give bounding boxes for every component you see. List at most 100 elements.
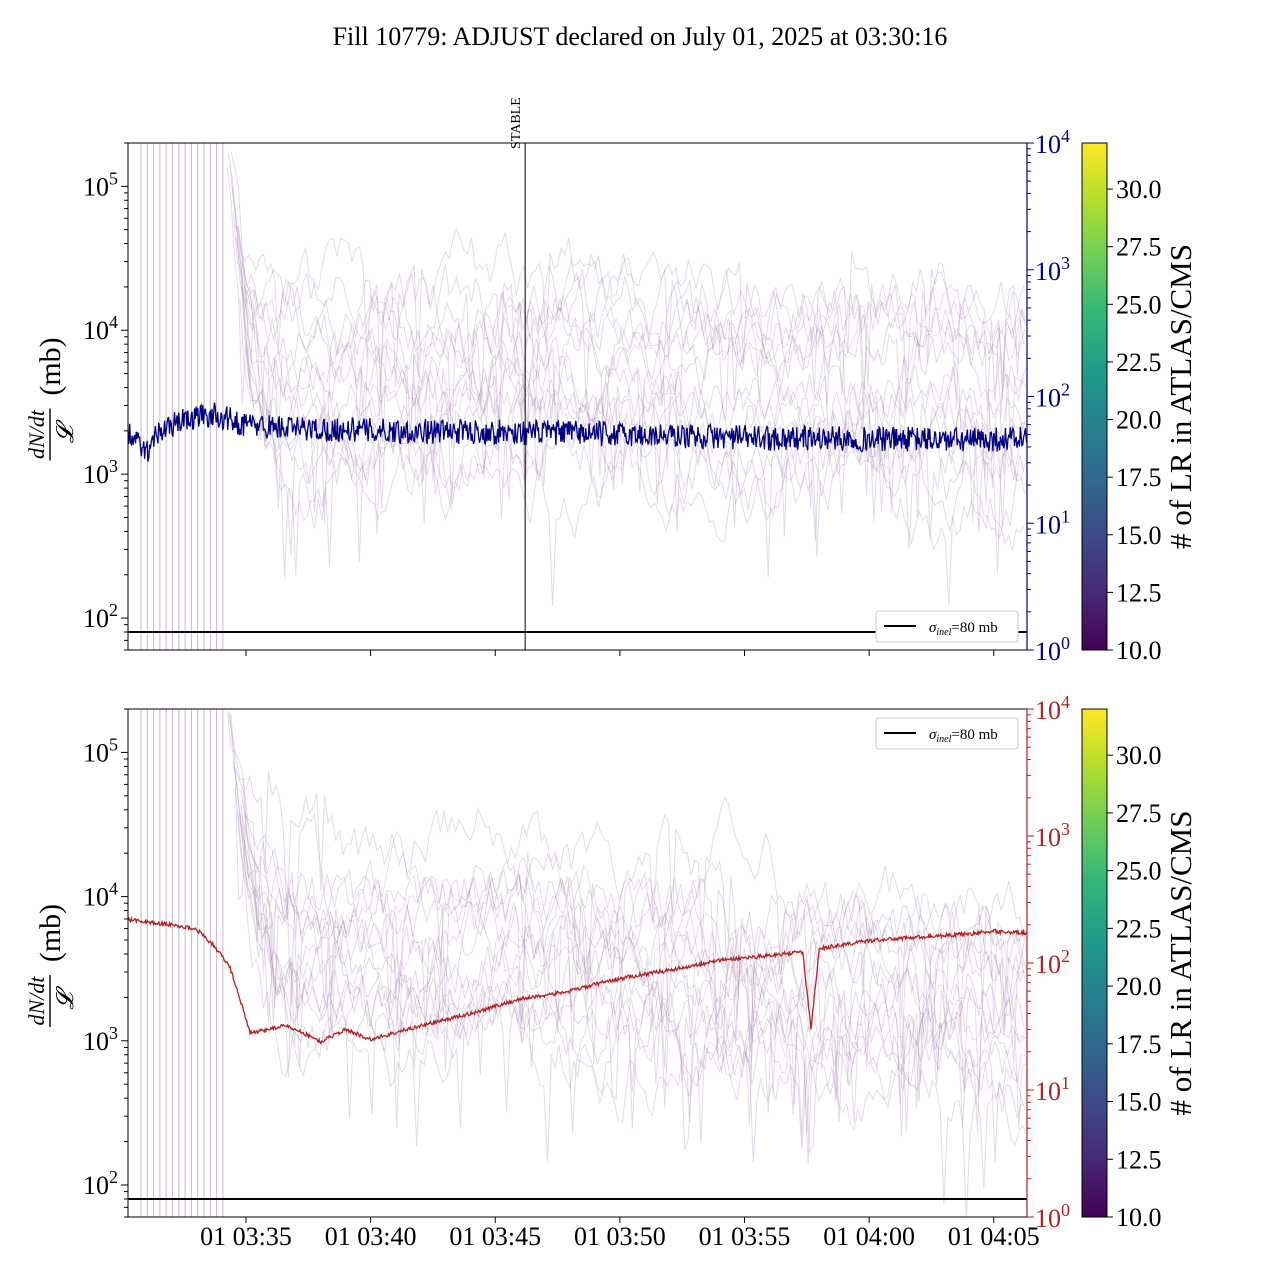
top-ylabel-denominator: 𝓛 — [53, 419, 79, 443]
bottom-y-tick-exp: 4 — [109, 879, 118, 899]
bottom-y2-tick-exp: 4 — [1061, 692, 1070, 712]
bottom-x-axis: 01 03:35 01 03:40 01 03:45 01 03:50 01 03:55… — [200, 1217, 1040, 1251]
bottom-y2-tick-label: 101 — [1035, 1073, 1070, 1106]
top-main-series-line — [128, 402, 1027, 462]
colorbar-tick-label: 30.0 — [1116, 741, 1162, 770]
bottom-x-tick-label: 01 03:50 — [574, 1222, 666, 1251]
top-legend: σinel=80 mb — [875, 610, 1019, 643]
colorbar-tick-label: 27.5 — [1116, 233, 1162, 262]
bottom-x-tick-label: 01 04:05 — [948, 1222, 1040, 1251]
top-colorbar: 10.0 12.5 15.0 17.5 20.0 22.5 25.0 27.5 30.0 # of… — [1081, 142, 1198, 665]
bottom-x-tick-label: 01 03:55 — [699, 1222, 791, 1251]
top-y2-tick-label: 103 — [1035, 253, 1070, 286]
bottom-y2-tick-exp: 3 — [1061, 819, 1070, 839]
bottom-y-tick-base: 10 — [83, 1171, 109, 1200]
top-y2-tick-base: 10 — [1035, 637, 1061, 666]
top-y2-tick-base: 10 — [1035, 510, 1061, 539]
bottom-bunch-trace — [233, 761, 1027, 1036]
colorbar-tick-label: 10.0 — [1116, 1203, 1162, 1232]
bottom-x-tick-label: 01 04:00 — [823, 1222, 915, 1251]
top-y2-tick-exp: 3 — [1061, 253, 1070, 273]
bottom-x-tick-label: 01 03:35 — [200, 1222, 292, 1251]
bottom-y-axis-label: dN/dt 𝓛 (mb) — [24, 904, 79, 1027]
bottom-bunch-trace — [239, 812, 1026, 1190]
top-bunch-trace — [236, 240, 1027, 557]
bottom-y2-tick-base: 10 — [1035, 950, 1061, 979]
top-ylabel-numerator: dN/dt — [24, 409, 49, 459]
top-y-tick-base: 10 — [83, 460, 109, 489]
top-bunch-trace — [228, 153, 1026, 410]
bottom-y2-tick-label: 103 — [1035, 819, 1070, 852]
bottom-bunch-trace — [226, 709, 1025, 1054]
top-bunch-trace — [240, 261, 1027, 578]
bottom-y2-tick-base: 10 — [1035, 696, 1061, 725]
bottom-y-tick-label: 105 — [83, 734, 118, 767]
top-y2-tick-label: 100 — [1035, 633, 1070, 666]
top-bunch-trace — [230, 151, 1025, 473]
bottom-legend-box — [875, 717, 1019, 750]
top-y-tick-exp: 2 — [109, 600, 118, 620]
top-y2-tick-label: 101 — [1035, 506, 1070, 539]
top-y2-tick-label: 104 — [1035, 126, 1070, 159]
bottom-bunch-trace — [236, 811, 1027, 1217]
bottom-ylabel-numerator: dN/dt — [24, 976, 49, 1026]
bottom-clip-group — [128, 709, 1027, 1217]
colorbar-label: # of LR in ATLAS/CMS — [1163, 811, 1198, 1116]
colorbar-tick-label: 22.5 — [1116, 348, 1162, 377]
top-y-tick-exp: 3 — [109, 456, 118, 476]
top-bunch-trace — [243, 293, 1026, 532]
top-x-axis — [245, 650, 995, 656]
bottom-y-tick-base: 10 — [83, 738, 109, 767]
bottom-plot-area — [128, 709, 1027, 1217]
colorbar-tick-label: 12.5 — [1116, 578, 1162, 607]
top-y2-tick-exp: 0 — [1061, 633, 1070, 653]
top-y-tick-base: 10 — [83, 316, 109, 345]
top-ylabel-group: dN/dt 𝓛 (mb) — [24, 337, 79, 461]
colorbar-tick-label: 10.0 — [1116, 636, 1162, 665]
bottom-y-tick-base: 10 — [83, 1027, 109, 1056]
top-bunch-trace — [226, 167, 1025, 607]
bottom-y-tick-label: 104 — [83, 879, 118, 912]
bottom-y2-tick-exp: 1 — [1061, 1073, 1070, 1093]
colorbar-label: # of LR in ATLAS/CMS — [1163, 244, 1198, 549]
bottom-y2-tick-base: 10 — [1035, 1204, 1061, 1233]
colorbar-tick-label: 17.5 — [1116, 463, 1162, 492]
top-legend-suffix: =80 mb — [951, 620, 997, 636]
colorbar-tick-label: 15.0 — [1116, 1088, 1162, 1117]
top-bunch-trace — [239, 298, 1026, 580]
bottom-ylabel-denominator: 𝓛 — [53, 986, 79, 1010]
colorbar-tick-label: 25.0 — [1116, 857, 1162, 886]
top-legend-box — [875, 610, 1019, 643]
top-y-tick-base: 10 — [83, 604, 109, 633]
bottom-legend: σinel=80 mb — [875, 717, 1019, 750]
top-bunch-trace — [234, 224, 1025, 449]
bottom-x-tick-label: 01 03:40 — [325, 1222, 417, 1251]
bottom-y2-tick-label: 102 — [1035, 946, 1070, 979]
colorbar-tick-label: 27.5 — [1116, 799, 1162, 828]
top-y2-tick-label: 102 — [1035, 380, 1070, 413]
colorbar-tick-label: 20.0 — [1116, 406, 1162, 435]
top-y2-tick-base: 10 — [1035, 130, 1061, 159]
colorbar-gradient — [1081, 142, 1108, 651]
bottom-legend-label: σinel=80 mb — [929, 727, 998, 745]
bottom-legend-subscript: inel — [936, 734, 951, 745]
top-y2-tick-base: 10 — [1035, 257, 1061, 286]
top-y2-tick-exp: 1 — [1061, 506, 1070, 526]
top-y-tick-exp: 5 — [109, 168, 118, 188]
bottom-y2-tick-label: 104 — [1035, 692, 1070, 725]
bottom-x-tick-label: 01 03:45 — [449, 1222, 541, 1251]
bottom-legend-suffix: =80 mb — [951, 727, 997, 743]
bottom-y-tick-base: 10 — [83, 883, 109, 912]
top-bunch-trace — [245, 285, 1025, 510]
bottom-main-series-line — [128, 915, 1027, 1045]
top-bunch-trace — [235, 236, 1026, 422]
colorbar-tick-label: 22.5 — [1116, 914, 1162, 943]
top-plot-area — [128, 143, 1027, 650]
top-legend-subscript: inel — [936, 627, 951, 638]
